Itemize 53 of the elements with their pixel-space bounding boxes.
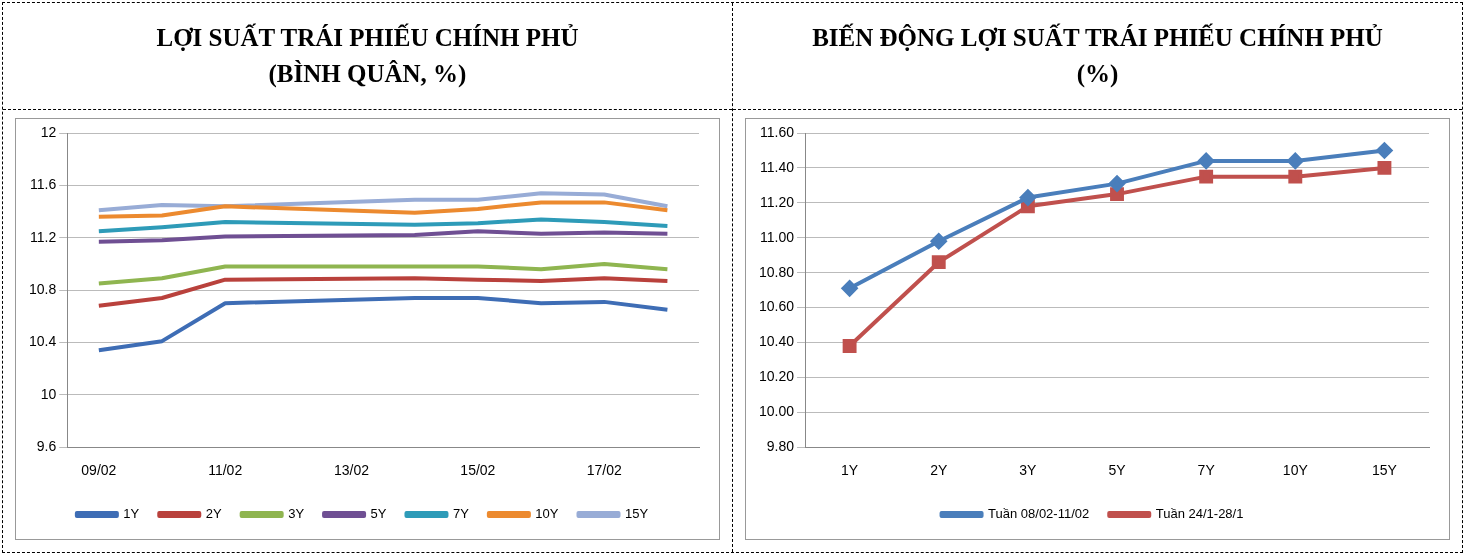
x-tick-label: 17/02 (586, 462, 622, 479)
chart-title: BIẾN ĐỘNG LỢI SUẤT TRÁI PHIẾU CHÍNH PHỦ (%) (733, 3, 1462, 110)
y-tick-label: 10.4 (29, 333, 57, 350)
x-tick-label: 7Y (1197, 462, 1216, 479)
point (1287, 152, 1304, 169)
point (930, 233, 947, 250)
x-tick-label: 15/02 (460, 462, 496, 479)
legend-label: 10Y (535, 506, 559, 522)
point (1198, 152, 1215, 169)
point (1288, 169, 1303, 184)
point (1109, 175, 1126, 192)
point (1199, 169, 1214, 184)
y-tick-label: 9.6 (36, 438, 57, 455)
y-tick-label: 10.8 (29, 280, 57, 297)
y-tick-label: 10.60 (758, 298, 795, 315)
y-tick-label: 10.80 (758, 263, 795, 280)
y-tick-label: 11.20 (760, 193, 795, 210)
legend-label: 15Y (625, 506, 649, 522)
legend-label: 1Y (123, 506, 140, 522)
x-tick-label: 09/02 (81, 462, 117, 479)
point (1019, 189, 1036, 206)
legend-label: Tuần 08/02-11/02 (988, 506, 1090, 522)
point (931, 255, 946, 270)
y-tick-label: 11.40 (760, 158, 795, 175)
x-tick-label: 15Y (1371, 462, 1398, 479)
y-tick-label: 12 (40, 123, 57, 140)
legend-label: Tuần 24/1-28/1 (1155, 506, 1244, 522)
legend-label: 3Y (288, 506, 305, 522)
point (1377, 160, 1392, 175)
x-tick-label: 13/02 (334, 462, 370, 479)
y-tick-label: 11.2 (30, 228, 57, 245)
x-tick-label: 1Y (841, 462, 859, 479)
y-tick-label: 9.80 (766, 438, 795, 455)
x-tick-label: 3Y (1019, 462, 1038, 479)
y-tick-label: 10.40 (758, 333, 795, 350)
point (842, 339, 857, 353)
y-tick-label: 10.20 (758, 368, 795, 385)
y-tick-label: 10.00 (758, 403, 795, 420)
y-tick-label: 11.6 (30, 176, 57, 193)
point (1376, 142, 1393, 159)
x-tick-label: 11/02 (208, 462, 243, 479)
x-tick-label: 5Y (1108, 462, 1127, 479)
y-tick-label: 11.00 (760, 228, 795, 245)
legend-label: 5Y (370, 506, 387, 522)
y-tick-label: 10 (40, 385, 57, 402)
x-tick-label: 2Y (930, 462, 948, 479)
legend-label: 7Y (452, 506, 470, 522)
point (1110, 187, 1124, 202)
y-tick-label: 11.60 (760, 123, 795, 140)
point (841, 280, 858, 297)
legend-label: 2Y (205, 506, 222, 522)
x-tick-label: 10Y (1282, 462, 1309, 479)
chart-title: LỢI SUẤT TRÁI PHIẾU CHÍNH PHỦ (BÌNH QUÂN, %) (3, 3, 732, 110)
